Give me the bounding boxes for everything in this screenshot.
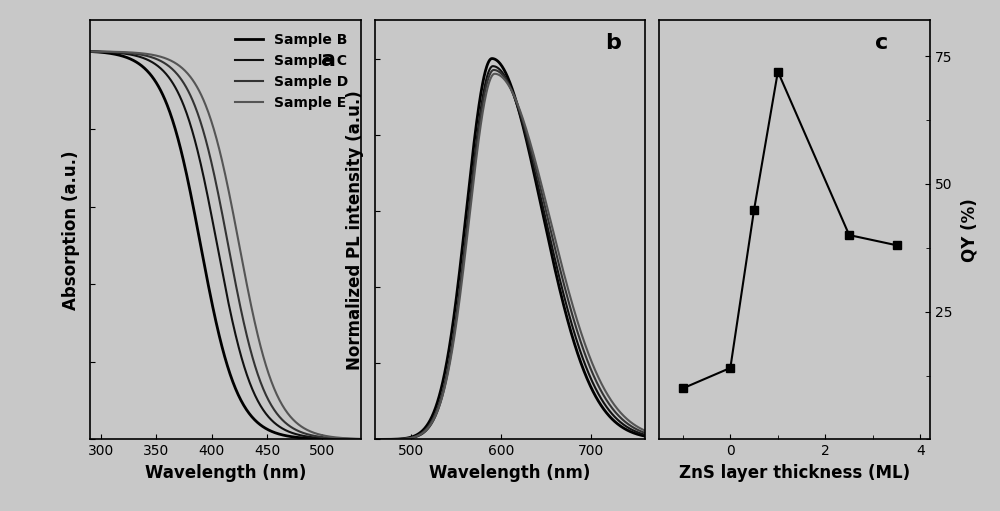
Y-axis label: Absorption (a.u.): Absorption (a.u.)	[62, 150, 80, 310]
Sample E	[214, 150, 226, 156]
X-axis label: Wavelength (nm): Wavelength (nm)	[429, 464, 591, 482]
Sample E	[348, 436, 360, 442]
Sample D	[306, 432, 318, 438]
Sample C	[214, 259, 226, 265]
Sample C	[355, 436, 367, 443]
Sample B	[231, 388, 243, 394]
Sample E	[213, 144, 225, 150]
Legend: Sample B, Sample C, Sample D, Sample E: Sample B, Sample C, Sample D, Sample E	[230, 28, 354, 115]
Text: c: c	[875, 33, 888, 53]
Sample E	[84, 49, 96, 55]
Sample B	[245, 413, 257, 419]
X-axis label: ZnS layer thickness (ML): ZnS layer thickness (ML)	[679, 464, 910, 482]
Line: Sample E: Sample E	[90, 52, 361, 439]
Sample B	[348, 436, 360, 443]
Sample B	[213, 331, 225, 337]
Line: Sample B: Sample B	[90, 52, 361, 439]
Sample E	[231, 228, 243, 235]
Sample C	[84, 49, 96, 55]
Y-axis label: QY (%): QY (%)	[961, 198, 979, 262]
Sample D	[348, 436, 360, 442]
Sample C	[231, 336, 243, 342]
Sample B	[84, 49, 96, 55]
Sample C	[306, 434, 318, 440]
Text: a: a	[321, 50, 336, 70]
Sample D	[245, 350, 257, 356]
Sample D	[213, 193, 225, 199]
Sample D	[214, 201, 226, 207]
Sample E	[355, 436, 367, 442]
Sample C	[213, 250, 225, 257]
Line: Sample C: Sample C	[90, 52, 361, 439]
Sample D	[84, 49, 96, 55]
Sample B	[214, 337, 226, 343]
Line: Sample D: Sample D	[90, 52, 361, 439]
Sample B	[355, 436, 367, 443]
Sample E	[245, 303, 257, 309]
Sample E	[306, 429, 318, 435]
Sample D	[231, 286, 243, 292]
Sample C	[245, 384, 257, 390]
Sample D	[355, 436, 367, 442]
Sample C	[348, 436, 360, 443]
Text: b: b	[605, 33, 621, 53]
X-axis label: Wavelength (nm): Wavelength (nm)	[145, 464, 306, 482]
Y-axis label: Normalized PL intensity (a.u.): Normalized PL intensity (a.u.)	[346, 90, 364, 370]
Sample B	[306, 435, 318, 442]
